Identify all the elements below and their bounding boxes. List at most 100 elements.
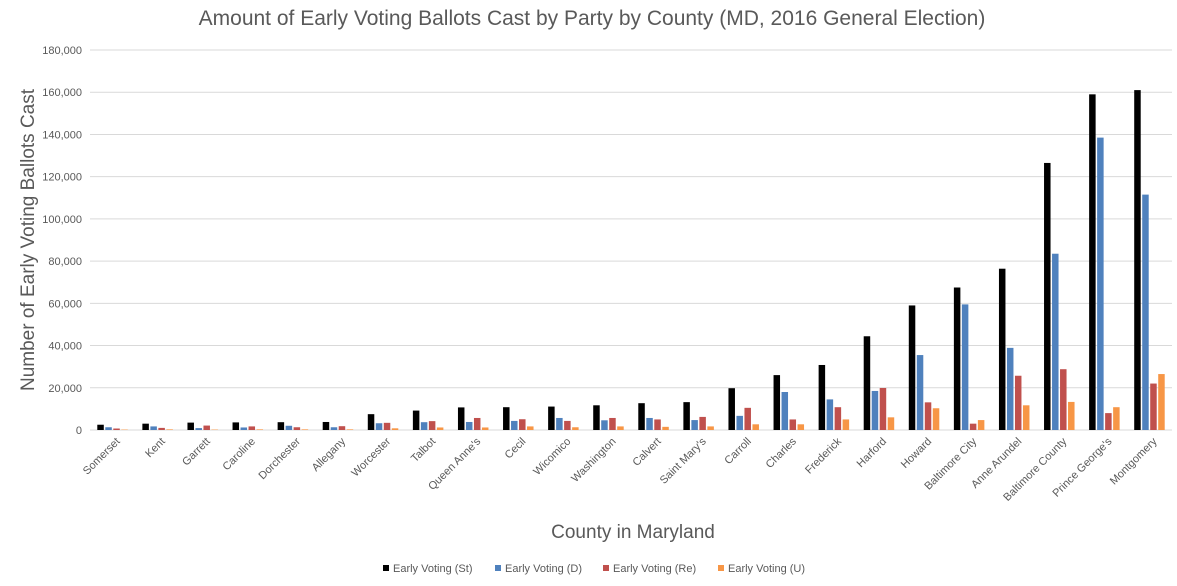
bar bbox=[871, 390, 879, 430]
bar bbox=[383, 422, 391, 430]
legend-label: Early Voting (St) bbox=[393, 563, 472, 575]
bar bbox=[256, 429, 264, 430]
chart-title: Amount of Early Voting Ballots Cast by P… bbox=[199, 7, 986, 30]
y-axis-ticks: 0 20,000 40,000 60,000 80,000 100,000 120,000 1… bbox=[42, 45, 82, 437]
bar bbox=[1052, 253, 1059, 430]
bar bbox=[457, 407, 465, 430]
bar bbox=[1068, 401, 1075, 430]
x-tick-label: Caroline bbox=[220, 436, 257, 473]
bar bbox=[887, 417, 895, 430]
legend-swatch bbox=[603, 565, 609, 571]
bar bbox=[842, 419, 850, 430]
bar bbox=[346, 429, 354, 430]
bar bbox=[1134, 90, 1141, 430]
y-tick-label: 140,000 bbox=[42, 129, 82, 141]
x-tick-label: Kent bbox=[143, 436, 167, 460]
bar bbox=[511, 420, 518, 430]
bar bbox=[593, 405, 600, 430]
x-tick-label: Washington bbox=[569, 436, 618, 485]
bar bbox=[1105, 413, 1112, 430]
bar bbox=[428, 421, 436, 430]
x-axis-label: County in Maryland bbox=[551, 522, 715, 543]
y-tick-label: 180,000 bbox=[42, 45, 82, 57]
bar bbox=[691, 420, 698, 430]
bar bbox=[322, 421, 330, 430]
bar bbox=[1006, 347, 1014, 430]
x-tick-label: Howard bbox=[899, 436, 934, 471]
bar bbox=[977, 420, 985, 430]
y-tick-label: 160,000 bbox=[42, 87, 82, 99]
x-tick-label: Somerset bbox=[81, 436, 123, 478]
bar bbox=[879, 387, 887, 430]
bar bbox=[195, 428, 202, 430]
x-tick-label: Talbot bbox=[409, 436, 438, 465]
bar bbox=[609, 417, 616, 430]
bar bbox=[617, 426, 624, 430]
bar bbox=[1150, 383, 1157, 430]
bar bbox=[916, 355, 924, 430]
bar bbox=[375, 423, 383, 430]
bar bbox=[826, 399, 834, 430]
bar bbox=[481, 427, 489, 430]
bar bbox=[638, 403, 645, 430]
bar bbox=[232, 422, 240, 430]
bar bbox=[338, 426, 346, 430]
legend: Early Voting (St) Early Voting (D) Early V… bbox=[383, 563, 805, 575]
x-tick-label: Montgomery bbox=[1108, 435, 1160, 487]
bar bbox=[1142, 194, 1149, 430]
bar bbox=[924, 402, 932, 430]
bar bbox=[1022, 405, 1030, 430]
y-tick-label: 60,000 bbox=[48, 298, 82, 310]
bar bbox=[601, 420, 608, 430]
bar bbox=[277, 422, 285, 430]
bar bbox=[662, 426, 669, 430]
bar bbox=[1014, 375, 1022, 430]
legend-swatch bbox=[718, 565, 724, 571]
bar bbox=[158, 427, 165, 430]
bar bbox=[285, 425, 293, 430]
x-tick-label: Charles bbox=[764, 435, 800, 471]
bar bbox=[781, 392, 789, 430]
x-tick-label: Allegany bbox=[310, 435, 349, 474]
bar bbox=[834, 407, 842, 430]
y-tick-label: 40,000 bbox=[48, 341, 82, 353]
bar bbox=[519, 419, 526, 430]
bar bbox=[556, 417, 563, 430]
bar bbox=[961, 304, 969, 430]
bar bbox=[564, 420, 571, 430]
y-tick-label: 120,000 bbox=[42, 172, 82, 184]
bar bbox=[97, 424, 104, 430]
bar bbox=[1060, 369, 1067, 430]
y-tick-label: 80,000 bbox=[48, 256, 82, 268]
bar bbox=[736, 415, 743, 430]
bar bbox=[142, 423, 149, 430]
bar bbox=[113, 428, 120, 430]
bar bbox=[818, 364, 826, 430]
bar bbox=[707, 426, 714, 430]
bar bbox=[420, 422, 428, 430]
bar bbox=[646, 417, 653, 430]
bar bbox=[166, 429, 173, 430]
bar bbox=[699, 416, 706, 430]
x-tick-label: Garrett bbox=[180, 436, 213, 469]
x-tick-label: Carroll bbox=[722, 436, 753, 467]
y-tick-label: 100,000 bbox=[42, 214, 82, 226]
legend-label: Early Voting (Re) bbox=[613, 563, 696, 575]
bar bbox=[1113, 407, 1120, 430]
bar bbox=[744, 407, 751, 430]
bar bbox=[367, 414, 375, 430]
bar bbox=[203, 425, 210, 430]
gridlines bbox=[90, 49, 1172, 431]
bar bbox=[572, 427, 579, 430]
bar bbox=[998, 268, 1006, 430]
bar bbox=[548, 406, 555, 430]
bar bbox=[412, 410, 420, 430]
bar bbox=[789, 419, 797, 430]
bar bbox=[752, 424, 759, 430]
bar bbox=[932, 408, 940, 430]
x-tick-label: Cecil bbox=[503, 436, 529, 462]
bar bbox=[863, 336, 871, 430]
y-tick-label: 0 bbox=[76, 425, 82, 437]
legend-label: Early Voting (U) bbox=[728, 563, 805, 575]
